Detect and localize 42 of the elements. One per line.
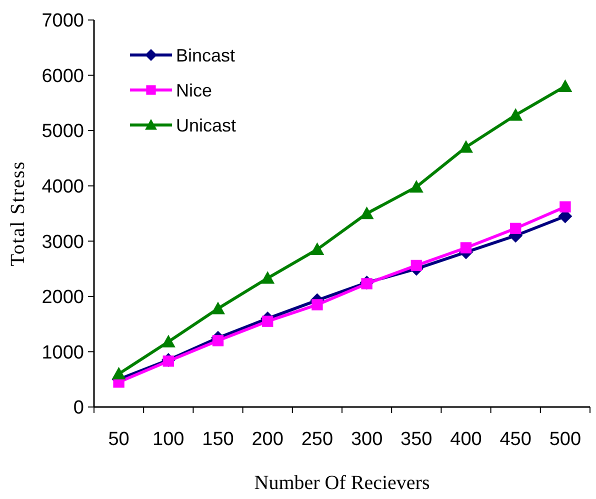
point: [312, 299, 323, 310]
point: [310, 242, 324, 256]
y-tick-label: 1000: [42, 342, 84, 364]
x-tick-label: 300: [350, 429, 383, 450]
x-tick-label: 500: [549, 429, 582, 450]
point: [360, 206, 374, 220]
point: [558, 79, 572, 92]
point: [262, 316, 274, 327]
y-tick-label: 0: [73, 398, 84, 419]
x-tick-label: 150: [202, 429, 234, 450]
y-tick-label: 5000: [42, 121, 84, 142]
x-axis-title: Number Of Recievers: [254, 472, 430, 494]
point: [459, 140, 473, 153]
y-tick-label: 7000: [42, 10, 84, 32]
y-tick-label: 2000: [42, 287, 84, 308]
x-tick-label: 100: [152, 429, 184, 450]
y-tick-label: 4000: [42, 176, 84, 198]
x-tick-label: 400: [450, 429, 482, 450]
point: [560, 201, 571, 212]
legend-label: Unicast: [176, 115, 236, 136]
y-axis-title: Total Stress: [7, 160, 29, 266]
point: [409, 180, 424, 193]
point: [508, 108, 523, 121]
point: [211, 302, 225, 314]
y-tick-label: 3000: [42, 232, 84, 253]
x-tick-label: 450: [500, 429, 532, 450]
point: [161, 334, 176, 348]
legend-label: Bincast: [176, 45, 236, 66]
point: [460, 242, 472, 254]
point: [212, 335, 224, 346]
x-tick-label: 250: [301, 429, 334, 450]
point: [410, 260, 422, 272]
point: [112, 366, 126, 380]
point: [361, 278, 372, 290]
x-tick-label: 50: [108, 429, 130, 450]
point: [510, 222, 522, 234]
x-tick-label: 200: [252, 429, 284, 450]
x-tick-label: 350: [400, 429, 432, 450]
point: [260, 271, 275, 284]
legend-label: Nice: [176, 80, 212, 100]
point: [162, 356, 174, 367]
y-tick-label: 6000: [42, 66, 84, 87]
